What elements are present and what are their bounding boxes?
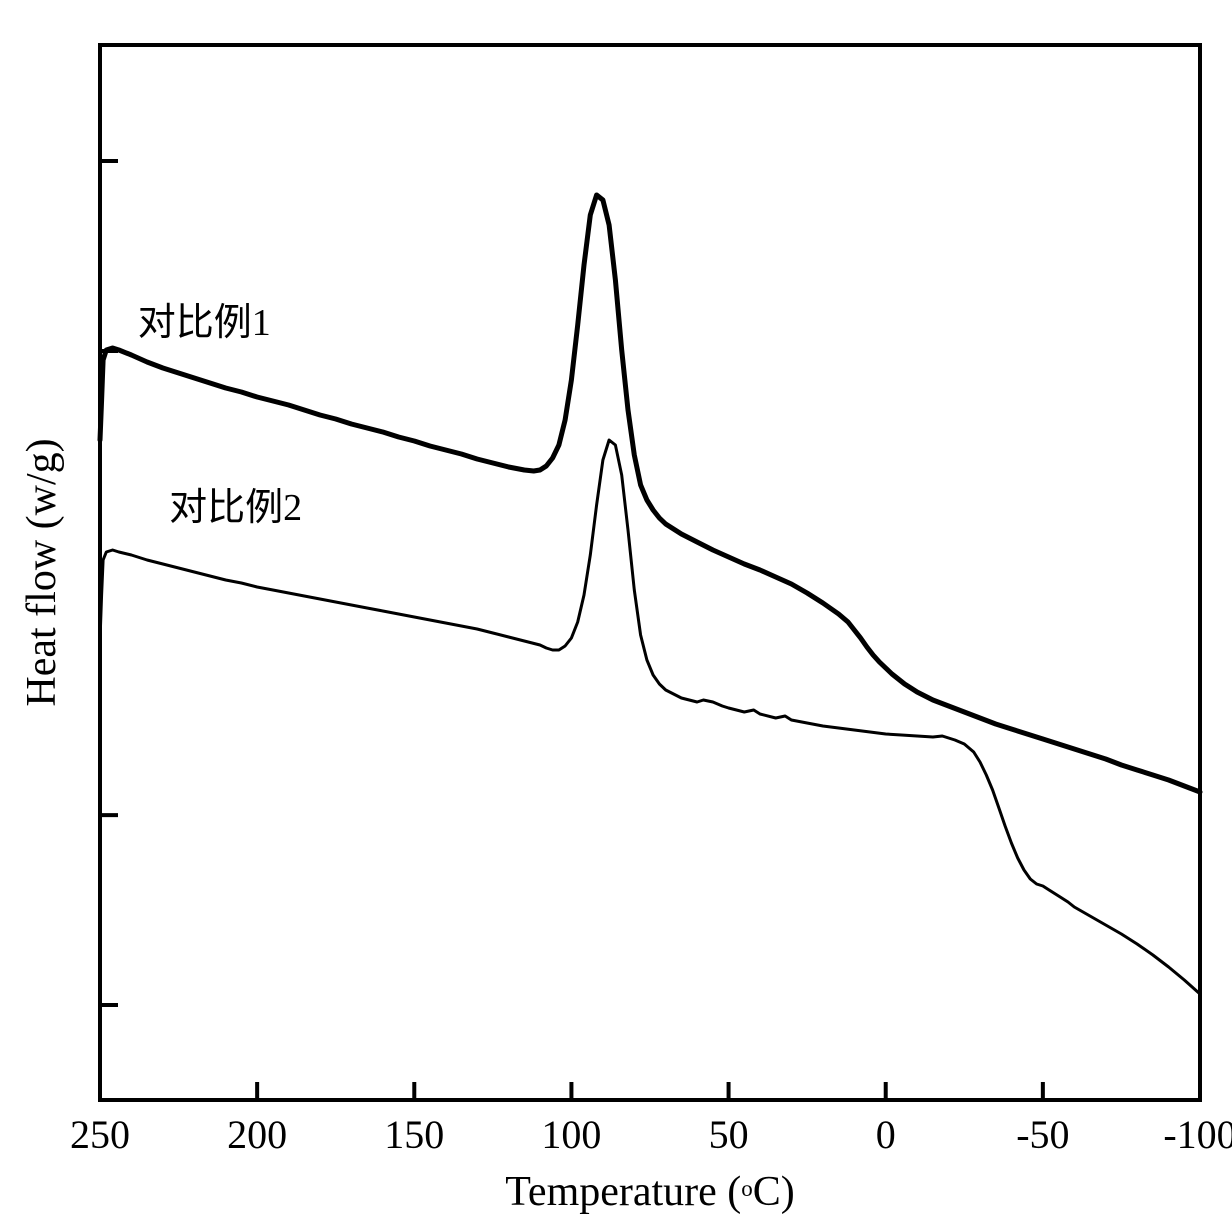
x-tick-label: 0 — [876, 1112, 896, 1157]
dsc-chart: 250 200 150 100 50 0 -50 -100 Temperature (oC) H… — [0, 0, 1232, 1227]
plot-frame — [100, 45, 1200, 1100]
x-axis-label: Temperature (oC) — [505, 1169, 795, 1215]
x-tick-label: -100 — [1163, 1112, 1232, 1157]
y-axis-label: Heat flow (w/g) — [19, 438, 65, 706]
x-tick-label: 250 — [70, 1112, 130, 1157]
x-tick-label: -50 — [1016, 1112, 1069, 1157]
x-tick-label: 200 — [227, 1112, 287, 1157]
x-tick-label: 50 — [709, 1112, 749, 1157]
x-tick-label: 100 — [541, 1112, 601, 1157]
series-label-1: 对比例1 — [138, 302, 271, 344]
x-tick-label: 150 — [384, 1112, 444, 1157]
series-label-2: 对比例2 — [169, 487, 302, 529]
figure-container: { "chart": { "type": "line", "canvas": {… — [0, 0, 1232, 1227]
